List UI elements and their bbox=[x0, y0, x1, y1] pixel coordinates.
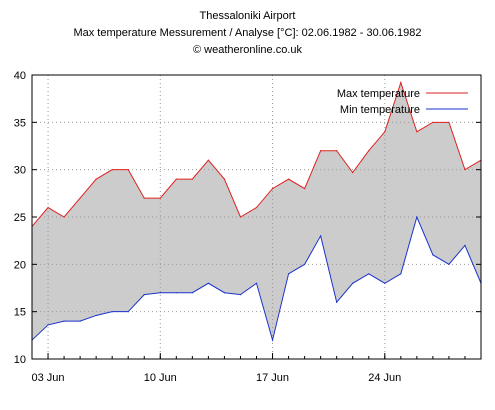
max-temperature-point bbox=[368, 150, 370, 152]
max-temperature-point bbox=[432, 121, 434, 123]
max-temperature-point bbox=[47, 206, 49, 209]
max-temperature-point bbox=[384, 131, 386, 133]
y-tick-label: 15 bbox=[14, 307, 26, 319]
min-temperature-point bbox=[464, 244, 466, 246]
min-temperature-point bbox=[63, 320, 65, 322]
chart-title: Thessaloniki Airport bbox=[199, 10, 296, 22]
x-tick-label: 10 Jun bbox=[144, 372, 177, 384]
max-temperature-point bbox=[111, 169, 113, 171]
max-temperature-point bbox=[416, 131, 418, 133]
y-tick-label: 40 bbox=[14, 70, 26, 82]
min-temperature-point bbox=[111, 311, 113, 313]
min-temperature-point bbox=[47, 324, 49, 326]
min-temperature-point bbox=[191, 292, 193, 294]
max-temperature-point bbox=[400, 81, 402, 84]
max-temperature-point bbox=[464, 169, 466, 171]
min-temperature-point bbox=[255, 282, 258, 284]
x-tick-label: 17 Jun bbox=[256, 372, 289, 384]
y-tick-label: 20 bbox=[14, 259, 26, 271]
max-temperature-point bbox=[207, 159, 209, 161]
legend-label: Max temperature bbox=[337, 88, 420, 100]
max-temperature-point bbox=[352, 171, 354, 174]
min-temperature-point bbox=[271, 339, 274, 341]
max-temperature-point bbox=[127, 169, 129, 171]
y-tick-label: 10 bbox=[14, 354, 26, 366]
min-temperature-point bbox=[336, 301, 338, 303]
y-tick-label: 30 bbox=[14, 165, 26, 177]
min-temperature-point bbox=[95, 314, 97, 317]
min-temperature-point bbox=[384, 282, 386, 284]
max-temperature-point bbox=[320, 150, 322, 152]
min-temperature-point bbox=[127, 311, 129, 313]
x-tick-label: 03 Jun bbox=[32, 372, 65, 384]
legend-label: Min temperature bbox=[340, 104, 420, 116]
max-temperature-point bbox=[95, 178, 97, 180]
min-temperature-point bbox=[159, 292, 161, 294]
y-tick-label: 25 bbox=[14, 212, 26, 224]
max-temperature-point bbox=[239, 216, 242, 218]
max-temperature-point bbox=[448, 121, 450, 123]
chart-titles: Thessaloniki Airport Max temperature Mes… bbox=[0, 8, 495, 59]
min-temperature-point bbox=[448, 263, 450, 265]
min-temperature-point bbox=[239, 294, 242, 296]
max-temperature-point bbox=[175, 178, 177, 180]
max-temperature-point bbox=[191, 178, 193, 180]
min-temperature-point bbox=[223, 292, 226, 294]
min-temperature-point bbox=[432, 254, 434, 256]
min-temperature-point bbox=[304, 263, 306, 265]
x-tick-label: 24 Jun bbox=[368, 372, 401, 384]
min-temperature-point bbox=[320, 235, 322, 237]
min-temperature-point bbox=[175, 292, 177, 294]
max-temperature-point bbox=[287, 178, 290, 180]
max-temperature-point bbox=[79, 197, 81, 199]
chart-subtitle: Max temperature Messurement / Analyse [°… bbox=[73, 27, 422, 39]
min-temperature-point bbox=[368, 273, 370, 275]
max-temperature-point bbox=[271, 188, 274, 190]
max-temperature-point bbox=[255, 206, 258, 209]
max-temperature-point bbox=[304, 188, 306, 190]
chart-credit: © weatheronline.co.uk bbox=[192, 44, 302, 56]
max-temperature-point bbox=[223, 178, 226, 180]
min-temperature-point bbox=[207, 282, 209, 284]
min-temperature-point bbox=[79, 320, 81, 322]
max-temperature-point bbox=[336, 150, 338, 152]
max-temperature-point bbox=[159, 197, 161, 199]
max-temperature-point bbox=[63, 216, 65, 218]
min-temperature-point bbox=[416, 216, 418, 218]
y-tick-label: 35 bbox=[14, 117, 26, 129]
legend: Max temperature Min temperature bbox=[337, 88, 468, 116]
max-temperature-point bbox=[143, 197, 145, 199]
min-temperature-point bbox=[352, 282, 354, 284]
min-temperature-point bbox=[400, 273, 402, 275]
min-temperature-point bbox=[143, 294, 145, 296]
range-fill-area bbox=[32, 82, 481, 341]
min-temperature-point bbox=[287, 273, 290, 275]
